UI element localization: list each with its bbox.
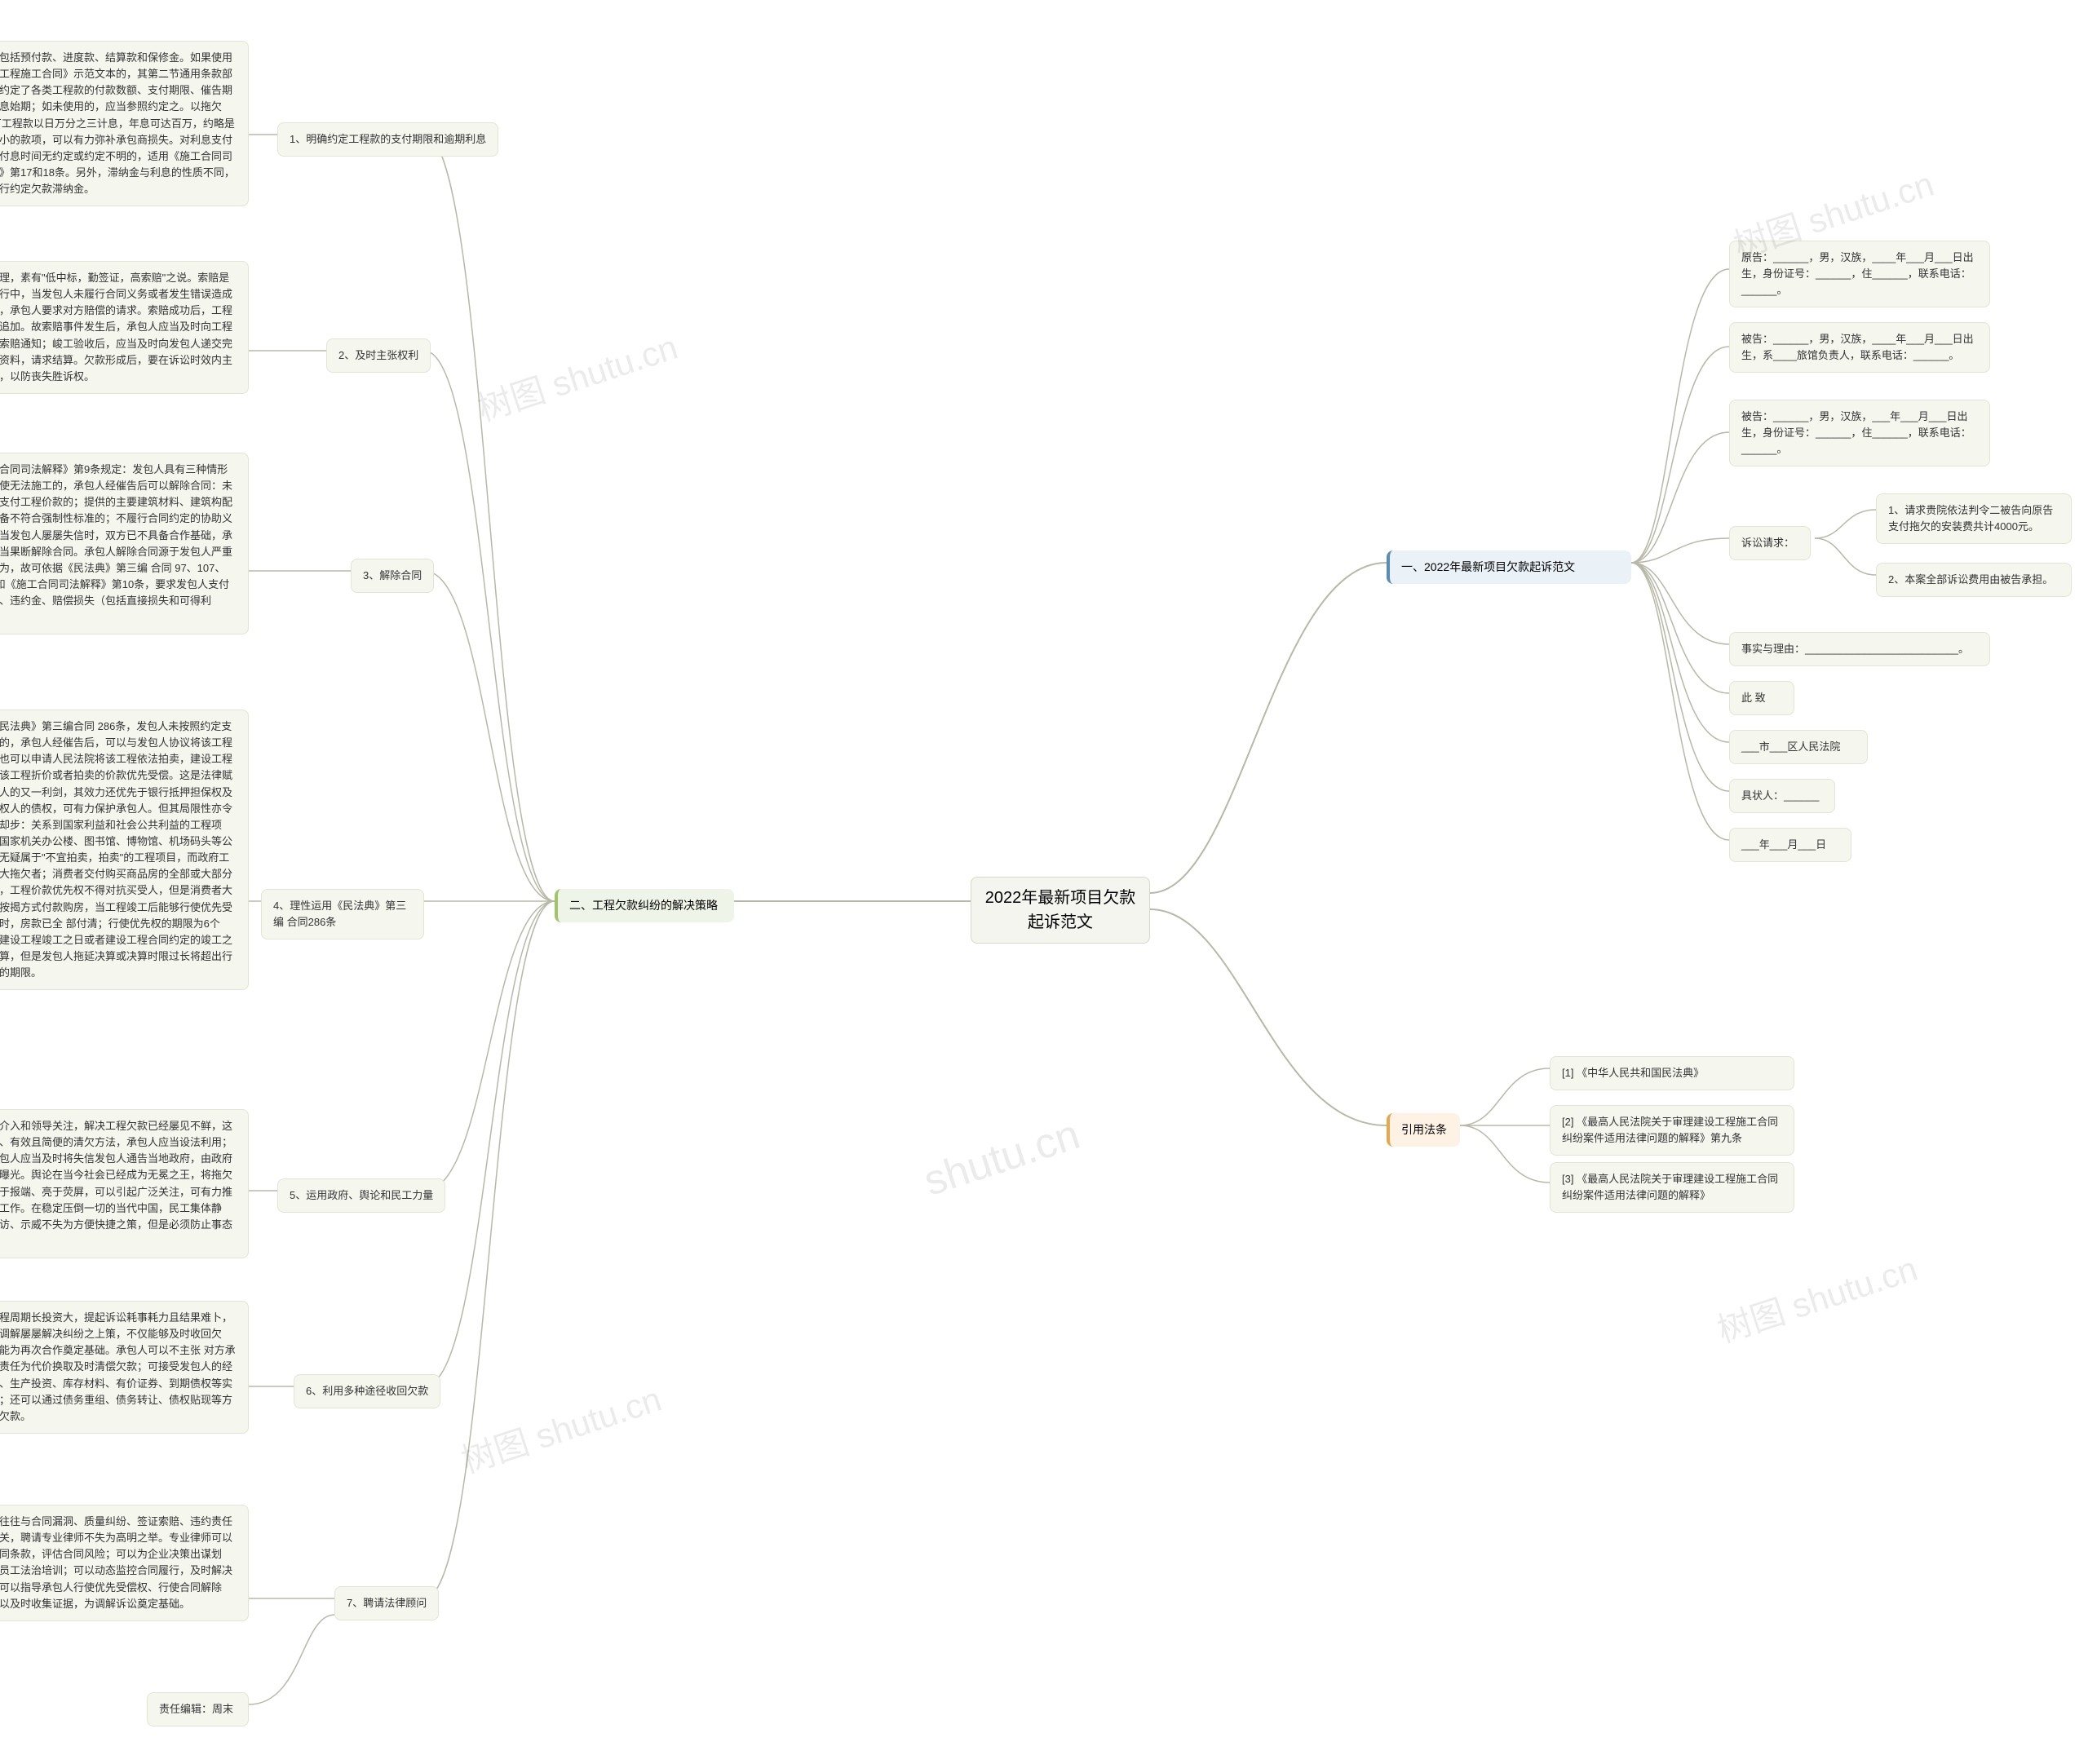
cizhi-node[interactable]: 此 致 bbox=[1729, 681, 1794, 715]
claims-label-node[interactable]: 诉讼请求： bbox=[1729, 526, 1811, 560]
s2-item7-label[interactable]: 7、聘请法律顾问 bbox=[334, 1586, 439, 1620]
root-title: 2022年最新项目欠款起诉范文 bbox=[985, 889, 1136, 931]
ref1-node[interactable]: [1] 《中华人民共和国民法典》 bbox=[1550, 1056, 1794, 1090]
s2-item3-detail[interactable]: 《施工合同司法解释》第9条规定：发包人具有三种情形之一致使无法施工的，承包人经催… bbox=[0, 453, 249, 634]
s2-item1-label[interactable]: 1、明确约定工程款的支付期限和逾期利息 bbox=[277, 122, 498, 157]
section2-title: 二、工程欠款纠纷的解决策略 bbox=[569, 899, 718, 912]
s2-item4-detail-text: 根据《民法典》第三编合同 286条，发包人未按照约定支付价款的，承包人经催告后，… bbox=[0, 720, 232, 979]
s2-item2-detail-text: 施工管理，素有"低中标，勤签证，高索赔"之说。索赔是合同履行中，当发包人未履行合… bbox=[0, 272, 232, 382]
watermark: 树图 shutu.cn bbox=[1710, 1241, 1923, 1353]
s2-item7-label-text: 7、聘请法律顾问 bbox=[347, 1597, 427, 1609]
s2-item2-detail[interactable]: 施工管理，素有"低中标，勤签证，高索赔"之说。索赔是合同履行中，当发包人未履行合… bbox=[0, 261, 249, 394]
s2-item5-detail[interactable]: 有政府介入和领导关注，解决工程欠款已经屡见不鲜，这是及时、有效且简便的清欠方法，… bbox=[0, 1109, 249, 1258]
ref1-text: [1] 《中华人民共和国民法典》 bbox=[1562, 1067, 1704, 1079]
s2-item3-label[interactable]: 3、解除合同 bbox=[351, 559, 434, 593]
s2-item4-label-text: 4、理性运用《民法典》第三编 合同286条 bbox=[273, 900, 406, 928]
claim2-node[interactable]: 2、本案全部诉讼费用由被告承担。 bbox=[1876, 563, 2072, 597]
s2-item7-editor[interactable]: 责任编辑：周末 bbox=[147, 1692, 249, 1726]
section1-title: 一、2022年最新项目欠款起诉范文 bbox=[1401, 560, 1575, 573]
claim1-text: 1、请求贵院依法判令二被告向原告支付拖欠的安装费共计4000元。 bbox=[1888, 504, 2053, 533]
s2-item4-detail[interactable]: 根据《民法典》第三编合同 286条，发包人未按照约定支付价款的，承包人经催告后，… bbox=[0, 710, 249, 990]
watermark: 树图 shutu.cn bbox=[471, 320, 683, 431]
ref2-node[interactable]: [2] 《最高人民法院关于审理建设工程施工合同纠纷案件适用法律问题的解释》第九条 bbox=[1550, 1105, 1794, 1156]
defendant1-node[interactable]: 被告：______，男，汉族，____年___月___日出生，系____旅馆负责… bbox=[1729, 322, 1990, 373]
ref3-node[interactable]: [3] 《最高人民法院关于审理建设工程施工合同纠纷案件适用法律问题的解释》 bbox=[1550, 1162, 1794, 1213]
s2-item1-label-text: 1、明确约定工程款的支付期限和逾期利息 bbox=[290, 133, 486, 145]
claim2-text: 2、本案全部诉讼费用由被告承担。 bbox=[1888, 573, 2053, 586]
s2-item1-detail[interactable]: 工程款包括预付款、进度款、结算款和保修金。如果使用《建设工程施工合同》示范文本的… bbox=[0, 41, 249, 206]
section3-node[interactable]: 引用法条 bbox=[1387, 1113, 1460, 1147]
claims-label: 诉讼请求： bbox=[1741, 537, 1794, 549]
s2-item6-detail[interactable]: 建设工程周期长投资大，提起诉讼耗事耗力且结果难卜，故协商调解屡屡解决纠纷之上策，… bbox=[0, 1301, 249, 1434]
s2-item2-label-text: 2、及时主张权利 bbox=[338, 349, 418, 361]
defendant2-text: 被告：______，男，汉族，___年___月___日出生，身份证号：_____… bbox=[1741, 410, 1971, 455]
defendant2-node[interactable]: 被告：______，男，汉族，___年___月___日出生，身份证号：_____… bbox=[1729, 400, 1990, 466]
court-node[interactable]: ___市___区人民法院 bbox=[1729, 730, 1868, 764]
ref2-text: [2] 《最高人民法院关于审理建设工程施工合同纠纷案件适用法律问题的解释》第九条 bbox=[1562, 1116, 1778, 1144]
s2-item6-label-text: 6、利用多种途径收回欠款 bbox=[306, 1385, 428, 1397]
section1-node[interactable]: 一、2022年最新项目欠款起诉范文 bbox=[1387, 550, 1631, 584]
s2-item5-label-text: 5、运用政府、舆论和民工力量 bbox=[290, 1189, 433, 1201]
s2-item7-detail-text: 工程款往往与合同漏洞、质量纠纷、签证索赔、违约责任密切相关，聘请专业律师不失为高… bbox=[0, 1515, 232, 1610]
cizhi-text: 此 致 bbox=[1741, 692, 1766, 704]
s2-item6-detail-text: 建设工程周期长投资大，提起诉讼耗事耗力且结果难卜，故协商调解屡屡解决纠纷之上策，… bbox=[0, 1311, 236, 1422]
person-node[interactable]: 具状人：______ bbox=[1729, 779, 1835, 813]
root-node[interactable]: 2022年最新项目欠款起诉范文 bbox=[971, 877, 1150, 944]
watermark: 树图 shutu.cn bbox=[454, 1372, 667, 1483]
date-node[interactable]: ___年___月___日 bbox=[1729, 828, 1851, 862]
person-text: 具状人：______ bbox=[1741, 789, 1819, 802]
section2-node[interactable]: 二、工程欠款纠纷的解决策略 bbox=[555, 889, 734, 922]
plaintiff-node[interactable]: 原告：______，男，汉族，____年___月___日出生，身份证号：____… bbox=[1729, 241, 1990, 307]
s2-item4-label[interactable]: 4、理性运用《民法典》第三编 合同286条 bbox=[261, 889, 424, 939]
facts-text: 事实与理由：__________________________。 bbox=[1741, 643, 1969, 655]
s2-item5-label[interactable]: 5、运用政府、舆论和民工力量 bbox=[277, 1178, 445, 1213]
defendant1-text: 被告：______，男，汉族，____年___月___日出生，系____旅馆负责… bbox=[1741, 333, 1974, 361]
claim1-node[interactable]: 1、请求贵院依法判令二被告向原告支付拖欠的安装费共计4000元。 bbox=[1876, 493, 2072, 544]
plaintiff-text: 原告：______，男，汉族，____年___月___日出生，身份证号：____… bbox=[1741, 251, 1974, 296]
s2-item7-editor-text: 责任编辑：周末 bbox=[159, 1703, 233, 1715]
s2-item2-label[interactable]: 2、及时主张权利 bbox=[326, 338, 431, 373]
s2-item1-detail-text: 工程款包括预付款、进度款、结算款和保修金。如果使用《建设工程施工合同》示范文本的… bbox=[0, 51, 235, 195]
watermark: shutu.cn bbox=[918, 1110, 1086, 1206]
date-text: ___年___月___日 bbox=[1741, 838, 1826, 851]
s2-item3-label-text: 3、解除合同 bbox=[363, 569, 422, 581]
s2-item5-detail-text: 有政府介入和领导关注，解决工程欠款已经屡见不鲜，这是及时、有效且简便的清欠方法，… bbox=[0, 1120, 232, 1247]
s2-item6-label[interactable]: 6、利用多种途径收回欠款 bbox=[294, 1374, 440, 1408]
ref3-text: [3] 《最高人民法院关于审理建设工程施工合同纠纷案件适用法律问题的解释》 bbox=[1562, 1173, 1778, 1201]
section3-title: 引用法条 bbox=[1401, 1123, 1447, 1136]
s2-item3-detail-text: 《施工合同司法解释》第9条规定：发包人具有三种情形之一致使无法施工的，承包人经催… bbox=[0, 463, 232, 623]
facts-node[interactable]: 事实与理由：__________________________。 bbox=[1729, 632, 1990, 666]
s2-item7-detail[interactable]: 工程款往往与合同漏洞、质量纠纷、签证索赔、违约责任密切相关，聘请专业律师不失为高… bbox=[0, 1505, 249, 1621]
court-text: ___市___区人民法院 bbox=[1741, 741, 1840, 753]
